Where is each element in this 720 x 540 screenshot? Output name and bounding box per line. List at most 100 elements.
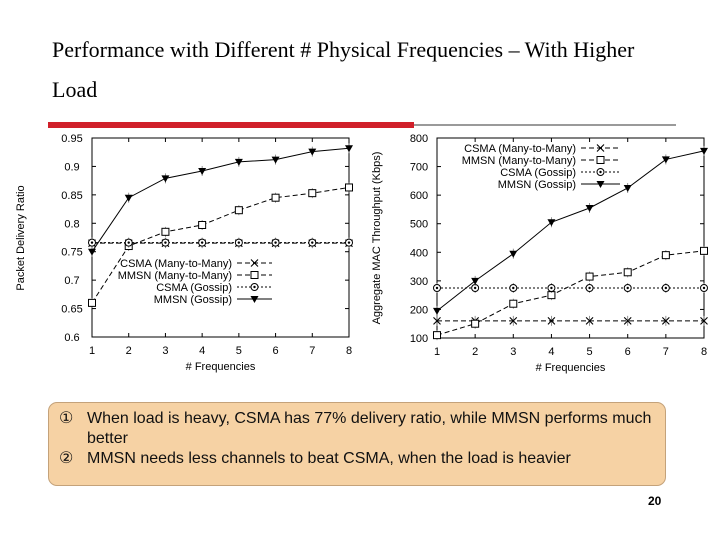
legend-marker [596,181,605,188]
data-point-center [164,241,167,244]
data-point-center [588,286,591,290]
note-item: ② MMSN needs less channels to beat CSMA,… [59,449,655,469]
data-point-center [664,286,668,290]
data-point-center [347,241,351,244]
data-point [661,316,670,325]
data-point [198,167,207,175]
x-tick-label: 7 [309,345,315,357]
y-tick-label: 0.6 [64,332,79,344]
y-tick-label: 800 [410,133,428,145]
y-tick-label: 0.85 [61,190,82,202]
plot-frame [436,137,705,339]
data-point [234,206,243,215]
y-tick-label: 0.75 [61,247,82,259]
y-tick-label: 600 [410,190,428,202]
x-tick-label: 4 [199,345,205,357]
data-point-center [90,241,94,244]
x-tick-label: 7 [663,346,669,358]
notes-box: ① When load is heavy, CSMA has 77% deliv… [48,402,666,486]
x-tick-label: 3 [510,346,516,358]
data-point [509,299,518,308]
data-point-center [550,286,553,290]
y-tick-label: 500 [410,219,428,231]
plot-frame [91,137,350,338]
data-point [433,331,441,340]
x-tick-label: 2 [126,345,132,357]
legend-marker [596,144,605,152]
data-point-center [274,241,277,244]
data-point-center [435,286,439,290]
x-tick-label: 4 [548,346,554,358]
y-tick-label: 200 [410,304,428,316]
x-tick-label: 1 [434,346,440,358]
data-point [700,147,708,155]
slide-title: Performance with Different # Physical Fr… [52,37,635,102]
data-point-center [512,286,515,290]
note-marker: ① [59,410,74,427]
x-tick-label: 2 [472,346,478,358]
legend-marker [250,296,259,303]
data-point-center [127,241,130,244]
data-point [623,316,632,325]
legend-label: CSMA (Many-to-Many) [120,258,232,270]
data-point [547,316,556,325]
data-point [661,251,670,260]
data-point [308,148,317,156]
divider-line [414,124,676,126]
data-point [661,156,670,164]
data-point-center [473,286,477,290]
data-point-center [200,241,204,244]
data-point [700,316,708,325]
x-tick-label: 5 [236,345,242,357]
data-point [88,298,96,307]
legend-marker-center [253,285,256,289]
note-text: When load is heavy, CSMA has 77% deliver… [87,410,652,447]
data-point [161,227,170,236]
legend-label: CSMA (Many-to-Many) [464,143,576,155]
note-text: MMSN needs less channels to beat CSMA, w… [87,450,571,467]
series-line [91,147,350,252]
x-tick-label: 8 [701,346,707,358]
data-point [547,219,556,227]
data-point [308,189,317,198]
legend-marker [250,271,259,279]
accent-bar [48,122,414,128]
y-tick-label: 0.9 [64,161,79,173]
data-point [124,194,133,202]
data-point [623,185,632,192]
legend-marker [596,156,605,164]
legend-marker-center [599,170,602,174]
data-point-center [311,241,314,244]
series-line [91,186,350,304]
y-tick-label: 0.95 [61,133,82,145]
note-item: ① When load is heavy, CSMA has 77% deliv… [59,409,655,449]
data-point-center [237,241,241,244]
legend-label: MMSN (Gossip) [154,294,232,306]
legend-marker [250,259,259,267]
page-number: 20 [648,494,662,508]
x-tick-label: 3 [162,345,168,357]
y-axis-label: Packet Delivery Ratio [15,185,27,290]
x-tick-label: 1 [89,345,95,357]
y-tick-label: 0.65 [61,304,82,316]
y-tick-label: 0.8 [64,218,79,230]
y-tick-label: 0.7 [64,275,79,287]
data-point [509,250,518,258]
legend-label: CSMA (Gossip) [500,167,576,179]
data-point [234,158,243,166]
data-point [433,316,441,325]
x-tick-label: 6 [273,345,279,357]
data-point-center [702,286,706,290]
data-point [585,316,594,325]
data-point [471,319,480,328]
data-point [509,316,518,325]
data-point [271,156,280,164]
data-point [700,246,708,255]
y-tick-label: 400 [410,247,428,259]
legend-label: MMSN (Gossip) [498,179,576,191]
legend-label: MMSN (Many-to-Many) [462,155,576,167]
data-point [471,277,480,285]
x-tick-label: 6 [625,346,631,358]
data-point [585,272,594,281]
data-point [585,205,594,212]
